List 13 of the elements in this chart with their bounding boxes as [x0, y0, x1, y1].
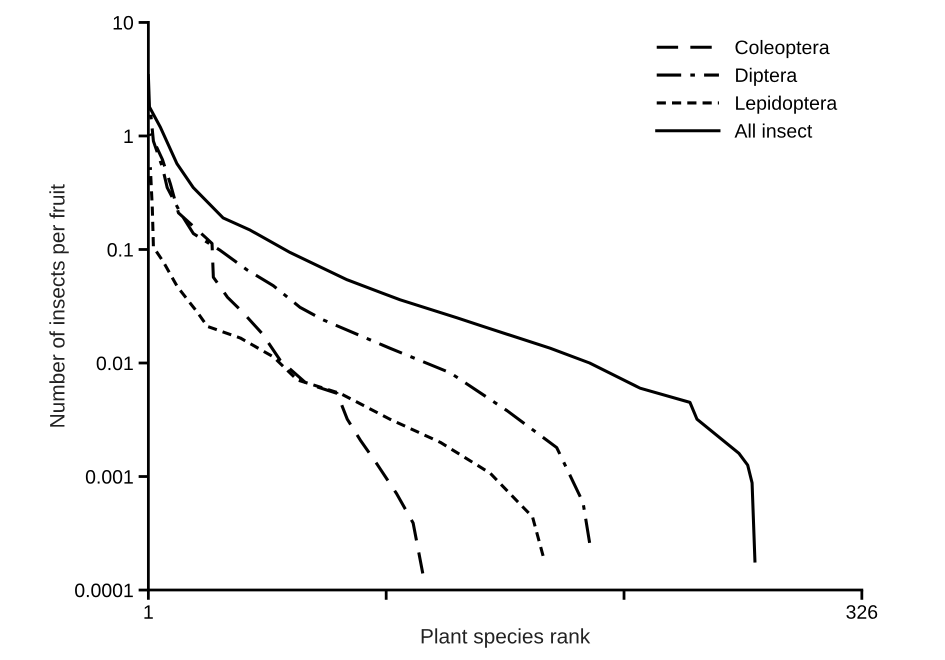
- legend-label: Diptera: [736, 68, 798, 86]
- y-tick-label: 0.0001: [75, 584, 133, 598]
- legend-label: All insect: [734, 123, 812, 138]
- y-tick-label: 10: [114, 16, 134, 30]
- x-tick-label: 326: [846, 605, 878, 619]
- y-axis-title: Number of insects per fruit: [49, 184, 69, 427]
- legend-label: Coleoptera: [735, 40, 830, 58]
- y-tick-label: 0.1: [108, 242, 133, 257]
- x-axis-title: Plant species rank: [422, 628, 590, 648]
- y-tick-label: 1: [124, 130, 133, 144]
- legend-label: Lepidoptera: [736, 96, 838, 114]
- y-tick-label: 0.001: [86, 470, 133, 484]
- y-tick-label: 0.01: [96, 356, 133, 370]
